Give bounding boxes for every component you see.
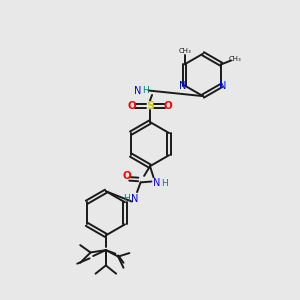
- Text: H: H: [142, 86, 149, 95]
- Text: N: N: [131, 194, 138, 204]
- Text: N: N: [179, 80, 187, 91]
- Text: CH₃: CH₃: [178, 48, 191, 54]
- Text: O: O: [164, 101, 172, 111]
- Text: H: H: [161, 179, 168, 188]
- Text: O: O: [128, 101, 136, 111]
- Text: O: O: [122, 172, 131, 182]
- Text: H: H: [123, 194, 130, 203]
- Text: S: S: [146, 101, 154, 111]
- Text: N: N: [134, 85, 141, 95]
- Text: CH₃: CH₃: [228, 56, 241, 62]
- Text: N: N: [219, 80, 226, 91]
- Text: N: N: [153, 178, 160, 188]
